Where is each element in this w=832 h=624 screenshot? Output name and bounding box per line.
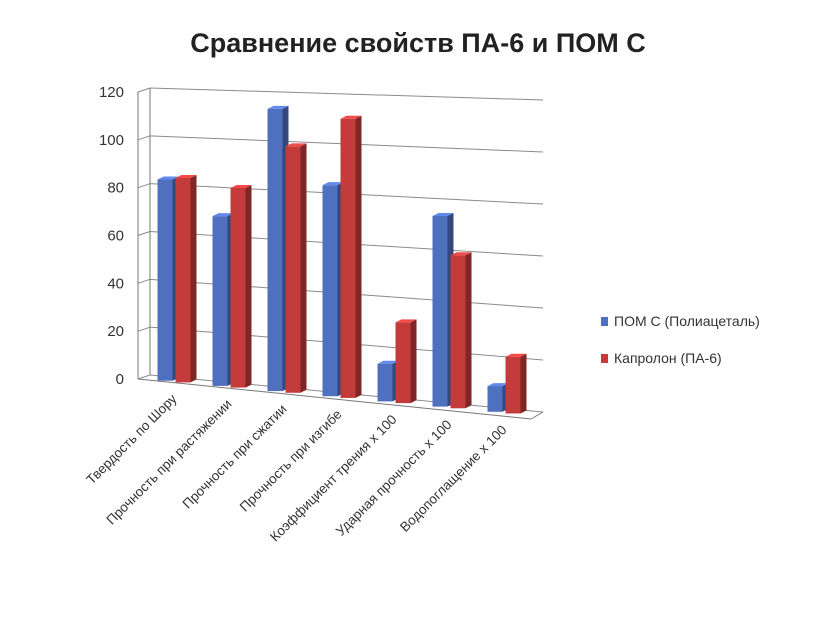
legend-item: ПОМ С (Полиацеталь) bbox=[601, 313, 760, 329]
bar-pa6-3 bbox=[340, 115, 362, 398]
category-label: Прочность при изгибе bbox=[237, 407, 345, 515]
bar-pa6-4 bbox=[395, 319, 417, 404]
axes bbox=[137, 88, 544, 420]
bar-pom-4 bbox=[377, 360, 399, 402]
y-tick-label: 80 bbox=[107, 180, 124, 197]
y-tick-label: 0 bbox=[116, 371, 124, 388]
bar-pom-2 bbox=[267, 105, 289, 392]
gridline-depth bbox=[137, 183, 151, 189]
bar-pom-1 bbox=[212, 213, 234, 386]
bar-pom-6 bbox=[487, 383, 509, 412]
legend-swatch bbox=[601, 317, 608, 326]
y-tick-labels: 0 20 40 60 80 100 120 bbox=[99, 84, 124, 388]
x-axis bbox=[137, 378, 532, 420]
category-label: Прочность при растяжении bbox=[103, 396, 234, 527]
legend-swatch bbox=[601, 354, 608, 363]
bar-pom-5 bbox=[432, 212, 454, 407]
y-tick-label: 20 bbox=[107, 323, 124, 340]
category-label: Прочность при сжатии bbox=[180, 401, 290, 511]
y-tick-label: 120 bbox=[99, 84, 124, 101]
legend: ПОМ С (Полиацеталь) Капролон (ПА-6) bbox=[601, 313, 760, 366]
bar-pom-0 bbox=[157, 176, 179, 381]
bar-pom-3 bbox=[322, 182, 344, 397]
legend-label: Капролон (ПА-6) bbox=[614, 350, 722, 366]
bars bbox=[157, 105, 527, 414]
chart-title: Сравнение свойств ПА-6 и ПОМ С bbox=[190, 28, 645, 58]
category-label: Ударная прочность х 100 bbox=[333, 417, 455, 539]
gridline-depth bbox=[137, 231, 151, 236]
gridline-depth bbox=[137, 374, 151, 380]
bar-pa6-0 bbox=[175, 174, 197, 383]
category-label: Коэффициент трения х 100 bbox=[267, 412, 400, 545]
legend-label: ПОМ С (Полиацеталь) bbox=[614, 313, 760, 329]
y-tick-label: 40 bbox=[107, 275, 124, 292]
gridline-depth bbox=[137, 135, 151, 141]
bar-pa6-1 bbox=[230, 184, 252, 388]
bar-pa6-6 bbox=[505, 353, 527, 414]
bar-pa6-2 bbox=[285, 143, 307, 393]
legend-item: Капролон (ПА-6) bbox=[601, 350, 722, 366]
gridline-depth bbox=[137, 278, 151, 284]
gridline-depth bbox=[137, 326, 151, 332]
bar-pa6-5 bbox=[450, 252, 472, 409]
y-tick-label: 100 bbox=[99, 132, 124, 149]
gridline bbox=[149, 87, 544, 101]
category-label: Водопоглащение х 100 bbox=[397, 422, 510, 535]
y-tick-label: 60 bbox=[107, 228, 124, 245]
gridline-depth bbox=[137, 87, 151, 93]
floor-edge bbox=[530, 411, 544, 420]
